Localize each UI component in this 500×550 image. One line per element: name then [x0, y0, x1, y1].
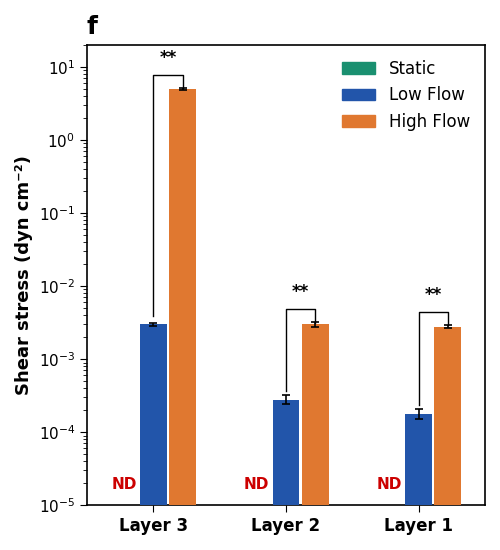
Text: f: f	[87, 15, 98, 39]
Text: ND: ND	[244, 477, 270, 492]
Text: ND: ND	[377, 477, 402, 492]
Text: ND: ND	[112, 477, 137, 492]
Bar	[169, 89, 196, 550]
Bar	[405, 414, 432, 550]
Bar	[272, 399, 299, 550]
Text: **: **	[160, 48, 176, 67]
Legend: Static, Low Flow, High Flow: Static, Low Flow, High Flow	[336, 53, 476, 138]
Y-axis label: Shear stress (dyn cm⁻²): Shear stress (dyn cm⁻²)	[15, 155, 33, 395]
Bar	[434, 327, 462, 550]
Bar	[302, 324, 328, 550]
Bar	[140, 324, 166, 550]
Text: **: **	[292, 283, 309, 301]
Text: **: **	[424, 285, 442, 304]
